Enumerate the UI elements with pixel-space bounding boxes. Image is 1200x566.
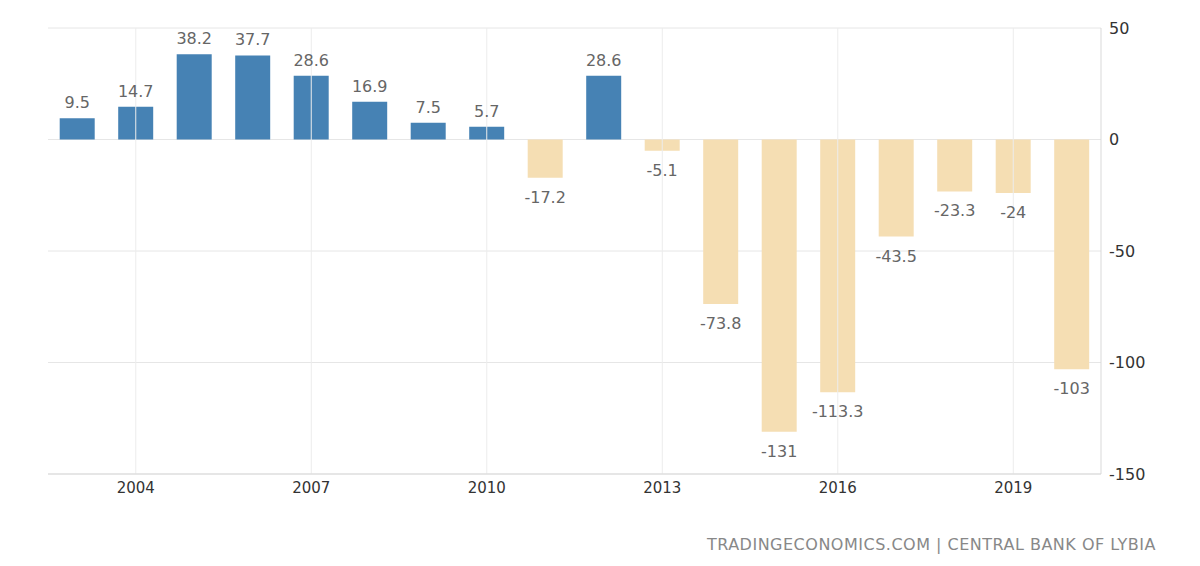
svg-text:14.7: 14.7 [118,82,154,101]
svg-text:9.5: 9.5 [64,93,89,112]
svg-text:-5.1: -5.1 [647,161,678,180]
svg-text:50: 50 [1109,19,1129,38]
svg-text:2013: 2013 [643,479,681,497]
svg-text:-43.5: -43.5 [875,247,916,266]
svg-text:28.6: 28.6 [586,51,622,70]
svg-text:-24: -24 [1000,203,1026,222]
svg-text:2016: 2016 [819,479,857,497]
svg-text:-73.8: -73.8 [700,314,741,333]
svg-text:38.2: 38.2 [176,29,212,48]
svg-text:-23.3: -23.3 [934,201,975,220]
svg-text:0: 0 [1109,130,1119,149]
svg-text:-100: -100 [1109,353,1145,372]
svg-text:-50: -50 [1109,242,1135,261]
svg-text:-103: -103 [1054,379,1090,398]
svg-text:5.7: 5.7 [474,102,499,121]
svg-text:2019: 2019 [994,479,1032,497]
svg-text:-113.3: -113.3 [812,402,864,421]
svg-text:-131: -131 [761,442,797,461]
svg-text:-17.2: -17.2 [524,188,565,207]
svg-text:37.7: 37.7 [235,30,271,49]
svg-text:2004: 2004 [117,479,155,497]
html-text:TRADINGECONOMICS.COM | CENTRAL: TRADINGECONOMICS.COM | CENTRAL BANK OF L… [706,535,1156,554]
svg-text:28.6: 28.6 [293,51,329,70]
svg-text:2007: 2007 [292,479,330,497]
svg-text:7.5: 7.5 [415,98,440,117]
svg-text:16.9: 16.9 [352,77,388,96]
svg-text:2010: 2010 [468,479,506,497]
svg-text:-150: -150 [1109,465,1145,484]
